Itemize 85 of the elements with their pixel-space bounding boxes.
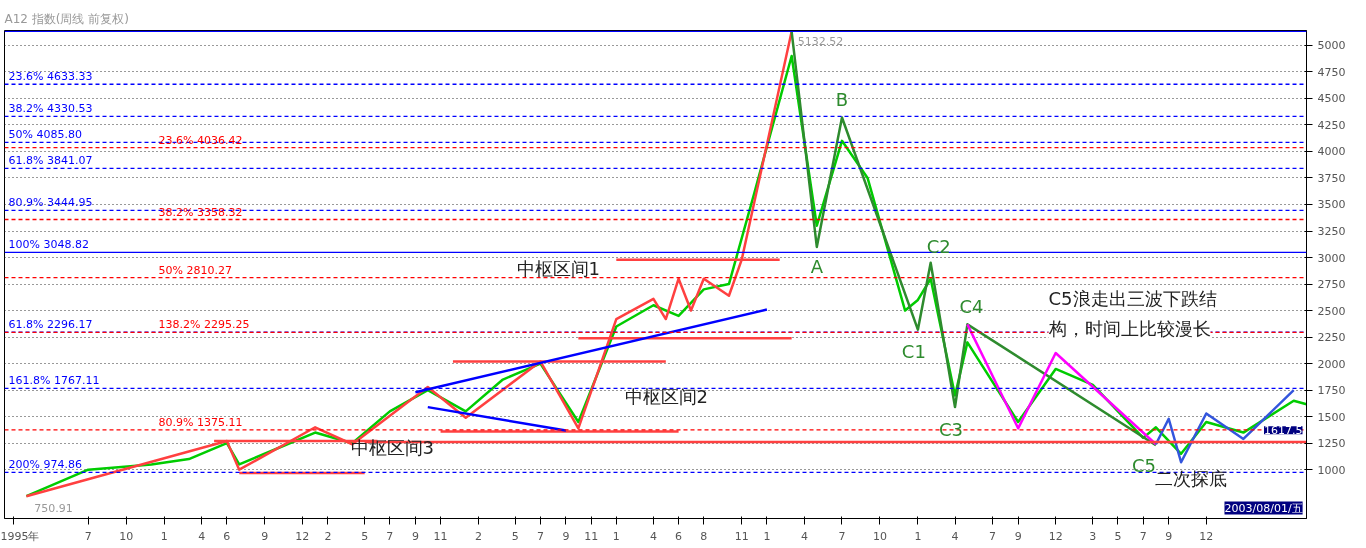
x-tick-label: 9 [1165,529,1173,543]
ref-line-label: 38.2% 3358.32 [158,205,243,219]
x-tick-label: 9 [411,529,419,543]
x-tick-label: 1 [612,529,620,543]
annotation: 1617.5 [1264,424,1303,438]
ref-line-label: 161.8% 1767.11 [8,374,100,388]
x-tick-label: 7 [989,529,997,543]
annotation: C1 [901,341,926,363]
annotation: C3 [939,418,964,440]
y-tick-label: 5000 [1317,39,1346,53]
annotation: 中枢区间1 [516,257,600,279]
y-tick-label: 2500 [1317,304,1346,318]
ref-line-label: 50% 4085.80 [8,128,82,142]
ref-line-label: 80.9% 3444.95 [8,196,93,210]
x-tick-label: 5 [511,529,519,543]
x-tick-label: 12 [1199,529,1214,543]
ref-line-label: 50% 2810.27 [158,263,232,277]
ref-line-label: 61.8% 2296.17 [8,318,93,332]
y-tick-label: 3750 [1317,171,1346,185]
x-tick-label: 10 [872,529,887,543]
x-tick-label: 11 [584,529,599,543]
annotation: 2003/08/01/五 [1224,501,1303,515]
x-tick-label: 5 [361,529,369,543]
x-tick-label: 9 [562,529,570,543]
y-tick-label: 4000 [1317,145,1346,159]
annotation: C2 [926,236,951,258]
annotation: 中枢区间3 [350,436,434,458]
annotation: C5浪走出三波下跌结构，时间上比较漫长 [1047,287,1217,339]
x-tick-label: 7 [838,529,846,543]
y-tick-label: 1750 [1317,384,1346,398]
x-tick-label: 7 [536,529,544,543]
y-tick-label: 2000 [1317,357,1346,371]
x-tick-label: 7 [1139,529,1147,543]
x-tick-label: 6 [675,529,683,543]
annotation: 中枢区间2 [624,385,708,407]
y-tick-label: 3500 [1317,198,1346,212]
x-tick-label: 1 [160,529,168,543]
x-tick-label: 12 [295,529,310,543]
x-tick-label: 11 [734,529,749,543]
annotation: A [810,256,824,278]
x-tick-label: 2 [324,529,332,543]
y-tick-label: 2250 [1317,331,1346,345]
annotation: B [835,88,849,110]
y-tick-label: 2750 [1317,278,1346,292]
ref-line-label: 61.8% 3841.07 [8,154,93,168]
y-tick-label: 4500 [1317,92,1346,106]
ref-line-label: 200% 974.86 [8,458,82,472]
x-tick-label: 4 [649,529,657,543]
y-tick-label: 3250 [1317,225,1346,238]
x-tick-label: 2 [475,529,483,543]
x-tick-label: 1 [914,529,922,543]
annotation: 5132.52 [797,35,844,49]
x-tick-label: 9 [1014,529,1022,543]
x-tick-label: 3 [1089,529,1097,543]
y-tick-label: 3000 [1317,251,1346,265]
x-tick-label: 9 [261,529,269,543]
x-tick-label: 7 [386,529,394,543]
y-tick-label: 1500 [1317,410,1346,424]
ref-line-label: 38.2% 4330.53 [8,102,93,116]
y-tick-label: 1000 [1317,463,1346,477]
x-tick-label: 1995年 [0,529,40,543]
ref-line-label: 23.6% 4633.33 [8,70,93,84]
y-tick-label: 4250 [1317,118,1346,132]
x-tick-label: 10 [119,529,134,543]
chart-title: A12 指数(周线 前复权) [4,11,129,26]
ref-line-label: 100% 3048.82 [8,238,89,252]
y-tick-label: 1250 [1317,437,1346,451]
x-tick-label: 11 [433,529,448,543]
x-tick-label: 12 [1048,529,1063,543]
annotation: 750.91 [34,502,73,516]
x-tick-label: 8 [700,529,708,543]
ref-line-label: 23.6% 4036.42 [158,133,243,147]
x-tick-label: 6 [223,529,231,543]
annotation: C5 [1131,454,1156,476]
x-tick-label: 4 [800,529,808,543]
ref-line-label: 80.9% 1375.11 [158,415,243,429]
x-tick-label: 4 [198,529,206,543]
x-tick-label: 7 [84,529,92,543]
y-tick-label: 4750 [1317,65,1346,79]
x-tick-label: 1 [763,529,771,543]
x-tick-label: 4 [951,529,959,543]
ref-line-label: 138.2% 2295.25 [158,318,250,332]
annotation: 二次探底 [1154,467,1227,489]
annotation: C4 [959,295,984,317]
x-tick-label: 5 [1114,529,1122,543]
